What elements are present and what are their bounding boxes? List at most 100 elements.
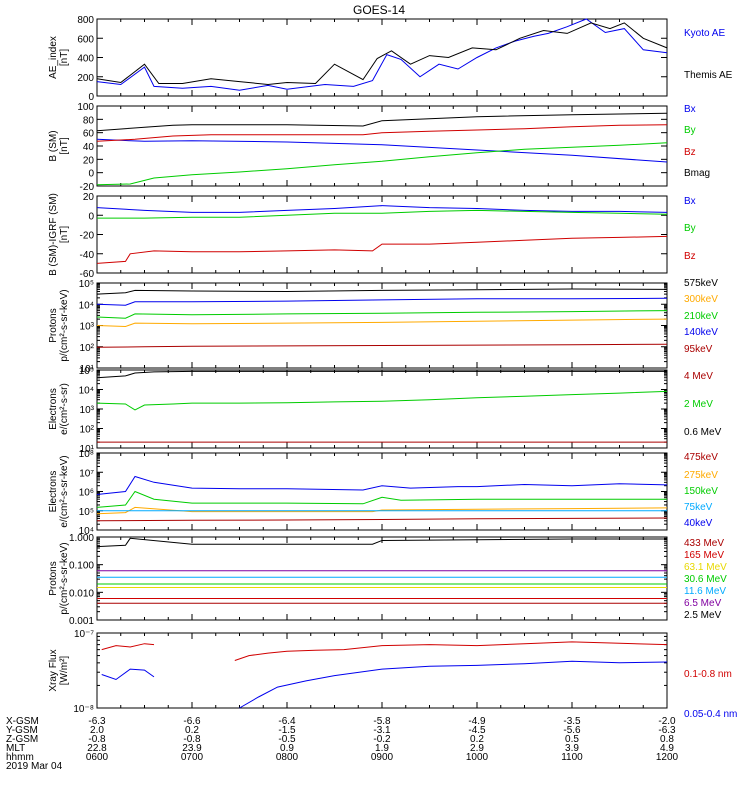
panel-frame [96,195,668,274]
time-axis-value: -0.5 [278,734,296,745]
time-axis-value: 1100 [561,752,583,763]
legend-entry: 150keV [684,486,718,497]
y-tick-label: 10² [80,425,95,436]
legend-entry: 30.6 MeV [684,574,727,585]
y-tick-label: 0.100 [69,561,94,572]
series-line-575kev [96,288,668,295]
time-axis-value: -0.2 [373,734,391,745]
series-line-0-6-mev [96,370,667,379]
series-line-140kev [96,297,668,306]
legend-entry: 95keV [684,344,713,355]
time-axis-value: -1.5 [278,725,296,736]
y-tick-label: 10⁷ [79,468,94,479]
y-tick-label: 80 [83,115,95,126]
panel-frame [96,18,668,97]
panel-frame [96,105,668,187]
series-line-by [96,142,668,186]
legend-entry: 475keV [684,452,718,463]
legend-entry: 300keV [684,294,718,305]
time-axis-table: X-GSM -6.3 -6.6 -6.4 -5.8 -4.9 -3.5 -2.0 Y-GSM 2.… [6,716,679,772]
y-tick-label: 0 [88,211,94,222]
panel-ae: 0 200 400 600 800 AE_index [nT] Kyoto AE Themis … [48,15,733,103]
legend-entry: 11.6 MeV [684,586,726,597]
y-axis-label: Xray Flux [48,649,59,691]
y-tick-label: 1.000 [69,533,94,544]
legend-entry: 63.1 MeV [684,562,727,573]
series-line-150kev [96,490,667,508]
legend-entry: 165 MeV [684,550,724,561]
time-axis-value: -6.4 [278,716,296,727]
panel-frame [96,632,668,709]
time-axis-value: -6.3 [88,716,106,727]
time-axis-value: 0.8 [660,734,674,745]
time-axis-value: 1200 [656,752,679,763]
time-axis-value: 0.2 [185,725,199,736]
legend-entry: By [684,223,696,234]
y-tick-label: 200 [77,73,94,84]
time-axis-row-label: X-GSM [6,716,39,727]
y-tick-label: -40 [80,250,95,261]
y-tick-label: 10⁴ [79,386,94,397]
y-tick-label: 0.010 [69,588,94,599]
y-tick-label: -20 [80,182,95,193]
y-tick-label: 0 [88,92,94,103]
y-tick-label: 10⁴ [79,300,94,311]
y-tick-label: 400 [77,54,94,65]
y-tick-label: 10³ [80,405,95,416]
series-line-bz [96,235,668,264]
time-axis-value: -6.6 [183,716,201,727]
y-tick-label: 600 [77,34,94,45]
time-axis-value: 2.0 [90,725,104,736]
series-line-0-05-0-4-nm [239,660,668,709]
time-axis-value: 0600 [86,752,109,763]
y-tick-label: 100 [77,102,94,113]
y-tick-label: 10⁸ [79,449,94,460]
y-tick-label: 10¹ [80,444,95,455]
series-line-210kev [96,310,668,319]
time-axis-row-label: Z-GSM [6,734,38,745]
time-axis-value: 0800 [276,752,299,763]
legend-entry: Bz [684,147,696,158]
series-line-95kev [96,343,668,348]
y-tick-label: 10³ [80,322,95,333]
time-axis-value: 0.5 [565,734,579,745]
y-tick-label: 10⁻⁷ [74,629,94,640]
y-tick-label: 20 [83,192,95,203]
legend-entry: 2 MeV [684,399,713,410]
y-tick-label: 0 [88,169,94,180]
time-axis-value: -6.3 [658,725,676,736]
series-line-300kev [96,318,668,328]
time-axis-value: -5.6 [563,725,581,736]
series-line-0-1-0-8-nm [101,643,155,651]
legend-entry: 0.6 MeV [684,427,722,438]
time-axis-value: 0.9 [280,743,294,754]
y-axis-label: [nT] [59,137,70,154]
panel-bsm: -20 0 20 40 60 80 100 B (SM) [nT] Bx By Bz Bmag [48,102,710,193]
legend-entry: Bx [684,104,696,115]
y-tick-label: 0.001 [69,616,94,627]
legend-entry: 4 MeV [684,371,713,382]
y-axis-label: Protons [48,308,59,342]
series-line-themis-ae [96,22,668,86]
y-axis-label: Electrons [48,388,59,430]
time-axis-value: 1000 [466,752,489,763]
time-axis-value: -4.5 [468,725,486,736]
y-axis-label: B (SM) [48,130,59,161]
legend-entry: 575keV [684,278,718,289]
legend-entry: 140keV [684,327,718,338]
time-axis-value: 22.8 [87,743,107,754]
series-line-2-mev [96,390,668,411]
legend-entry: 210keV [684,311,718,322]
y-axis-label: e/(cm²-s-sr) [59,383,70,435]
y-tick-label: 10⁵ [79,366,94,377]
time-axis-value: 2.9 [470,743,484,754]
time-axis-row-label: hhmm [6,752,34,763]
y-axis-label: p/(cm²-s-sr-keV) [59,542,70,614]
y-tick-label: 60 [83,129,95,140]
time-axis-value: 23.9 [182,743,202,754]
legend-entry: Bz [684,251,696,262]
series-line-bz [96,124,668,142]
series-line-275kev [96,506,668,515]
y-tick-label: 10⁵ [79,507,94,518]
